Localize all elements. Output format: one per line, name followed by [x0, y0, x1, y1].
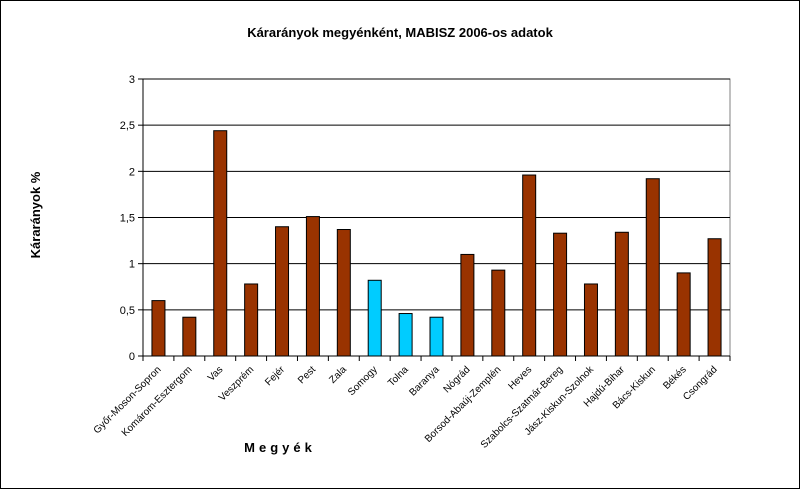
bar — [367, 279, 382, 357]
bar — [305, 216, 320, 357]
y-tick-label: 2 — [129, 166, 135, 178]
y-tick-label: 0,5 — [120, 305, 135, 317]
bar — [398, 313, 413, 357]
x-tick-label: Fejér — [263, 364, 287, 388]
bar — [676, 272, 691, 357]
bar — [429, 316, 444, 357]
y-tick-label: 1,5 — [120, 213, 135, 225]
bar — [336, 229, 351, 357]
y-tick-label: 3 — [129, 74, 135, 86]
bar — [244, 283, 259, 357]
x-tick-label: Csongrád — [681, 364, 719, 402]
x-axis-label: Megyék — [244, 440, 316, 455]
bar — [275, 226, 290, 357]
x-tick-label: Zala — [327, 364, 349, 386]
y-axis-label: Kárarányok % — [28, 171, 43, 258]
x-tick-label: Baranya — [408, 364, 442, 398]
bar — [645, 178, 660, 357]
x-tick-label: Nógrád — [442, 364, 473, 395]
bar — [553, 232, 568, 357]
bar — [583, 283, 598, 357]
x-tick-label: Békés — [661, 364, 688, 391]
bar — [491, 269, 506, 357]
x-tick-label: Pest — [296, 364, 318, 386]
x-tick-label: Vas — [206, 364, 225, 383]
bar — [522, 174, 537, 357]
x-tick-label: Somogy — [346, 364, 380, 398]
chart-title: Kárarányok megyénként, MABISZ 2006-os ad… — [247, 25, 553, 40]
bar — [213, 130, 228, 357]
x-tick-label: Tolna — [386, 364, 411, 389]
bar — [460, 253, 475, 357]
y-tick-label: 1 — [129, 259, 135, 271]
plot-area: 00,511,522,53Győr-Moson-SopronKomárom-Es… — [92, 74, 731, 451]
bar — [182, 316, 197, 357]
bar — [151, 300, 166, 357]
bar — [614, 231, 629, 357]
x-tick-label: Heves — [506, 364, 534, 392]
y-tick-label: 0 — [129, 351, 135, 363]
bar — [707, 238, 722, 357]
y-tick-label: 2,5 — [120, 120, 135, 132]
